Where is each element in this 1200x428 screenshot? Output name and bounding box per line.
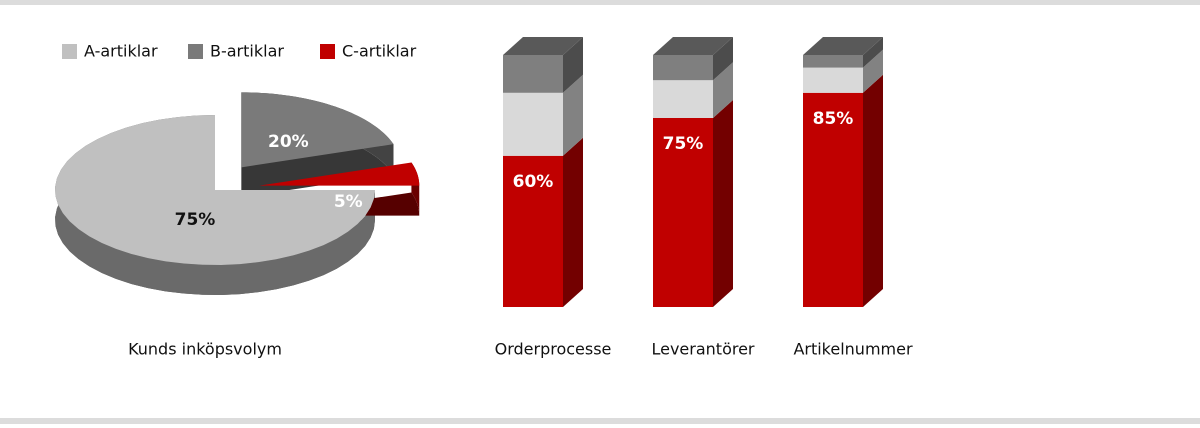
bar-side	[713, 100, 733, 307]
bar-side	[563, 74, 583, 156]
legend-swatch	[320, 44, 335, 59]
bar-front	[653, 118, 713, 307]
data-label: 20%	[268, 132, 309, 152]
bar-front	[503, 92, 563, 156]
bar-front	[803, 92, 863, 307]
bar-front	[803, 55, 863, 68]
legend-swatch	[62, 44, 77, 59]
pie-slice	[55, 115, 376, 265]
legend-label: B-artiklar	[210, 42, 284, 61]
bar-side	[863, 37, 883, 68]
x-tick-label: Orderprocesse	[495, 340, 612, 359]
data-label: 75%	[663, 134, 704, 154]
legend-label: A-artiklar	[84, 42, 158, 61]
bar-front	[803, 67, 863, 93]
bar-front	[653, 55, 713, 81]
data-label: 75%	[175, 210, 216, 230]
bar-front	[653, 80, 713, 118]
data-label: 85%	[813, 109, 854, 129]
pie-slice	[241, 92, 394, 168]
data-label: 60%	[513, 172, 554, 192]
legend-label: C-artiklar	[342, 42, 417, 61]
pie-title: Kunds inköpsvolym	[128, 340, 282, 359]
bar-top	[503, 37, 583, 55]
bar-front	[503, 155, 563, 307]
bar-front	[503, 55, 563, 93]
x-tick-label: Artikelnummer	[793, 340, 913, 359]
x-tick-label: Leverantörer	[651, 340, 754, 359]
bar-side	[713, 37, 733, 81]
data-label: 5%	[334, 192, 363, 212]
bar-top	[653, 37, 733, 55]
bottom-border	[0, 418, 1200, 424]
bar-side	[563, 37, 583, 93]
pie-slice	[259, 162, 420, 186]
bar-side	[863, 49, 883, 93]
bar-side	[863, 74, 883, 307]
bar-side	[563, 137, 583, 307]
bar-top	[803, 37, 883, 55]
bar-side	[713, 62, 733, 118]
legend-swatch	[188, 44, 203, 59]
top-border	[0, 0, 1200, 5]
